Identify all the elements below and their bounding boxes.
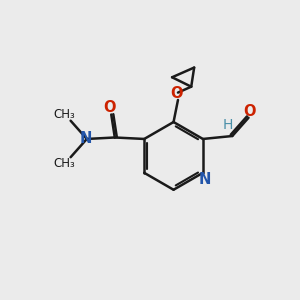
Text: CH₃: CH₃ (53, 108, 75, 121)
Text: O: O (170, 86, 183, 101)
Text: N: N (79, 131, 92, 146)
Text: O: O (103, 100, 116, 115)
Text: N: N (198, 172, 211, 187)
Text: CH₃: CH₃ (53, 157, 75, 169)
Text: O: O (244, 104, 256, 119)
Text: H: H (223, 118, 233, 132)
